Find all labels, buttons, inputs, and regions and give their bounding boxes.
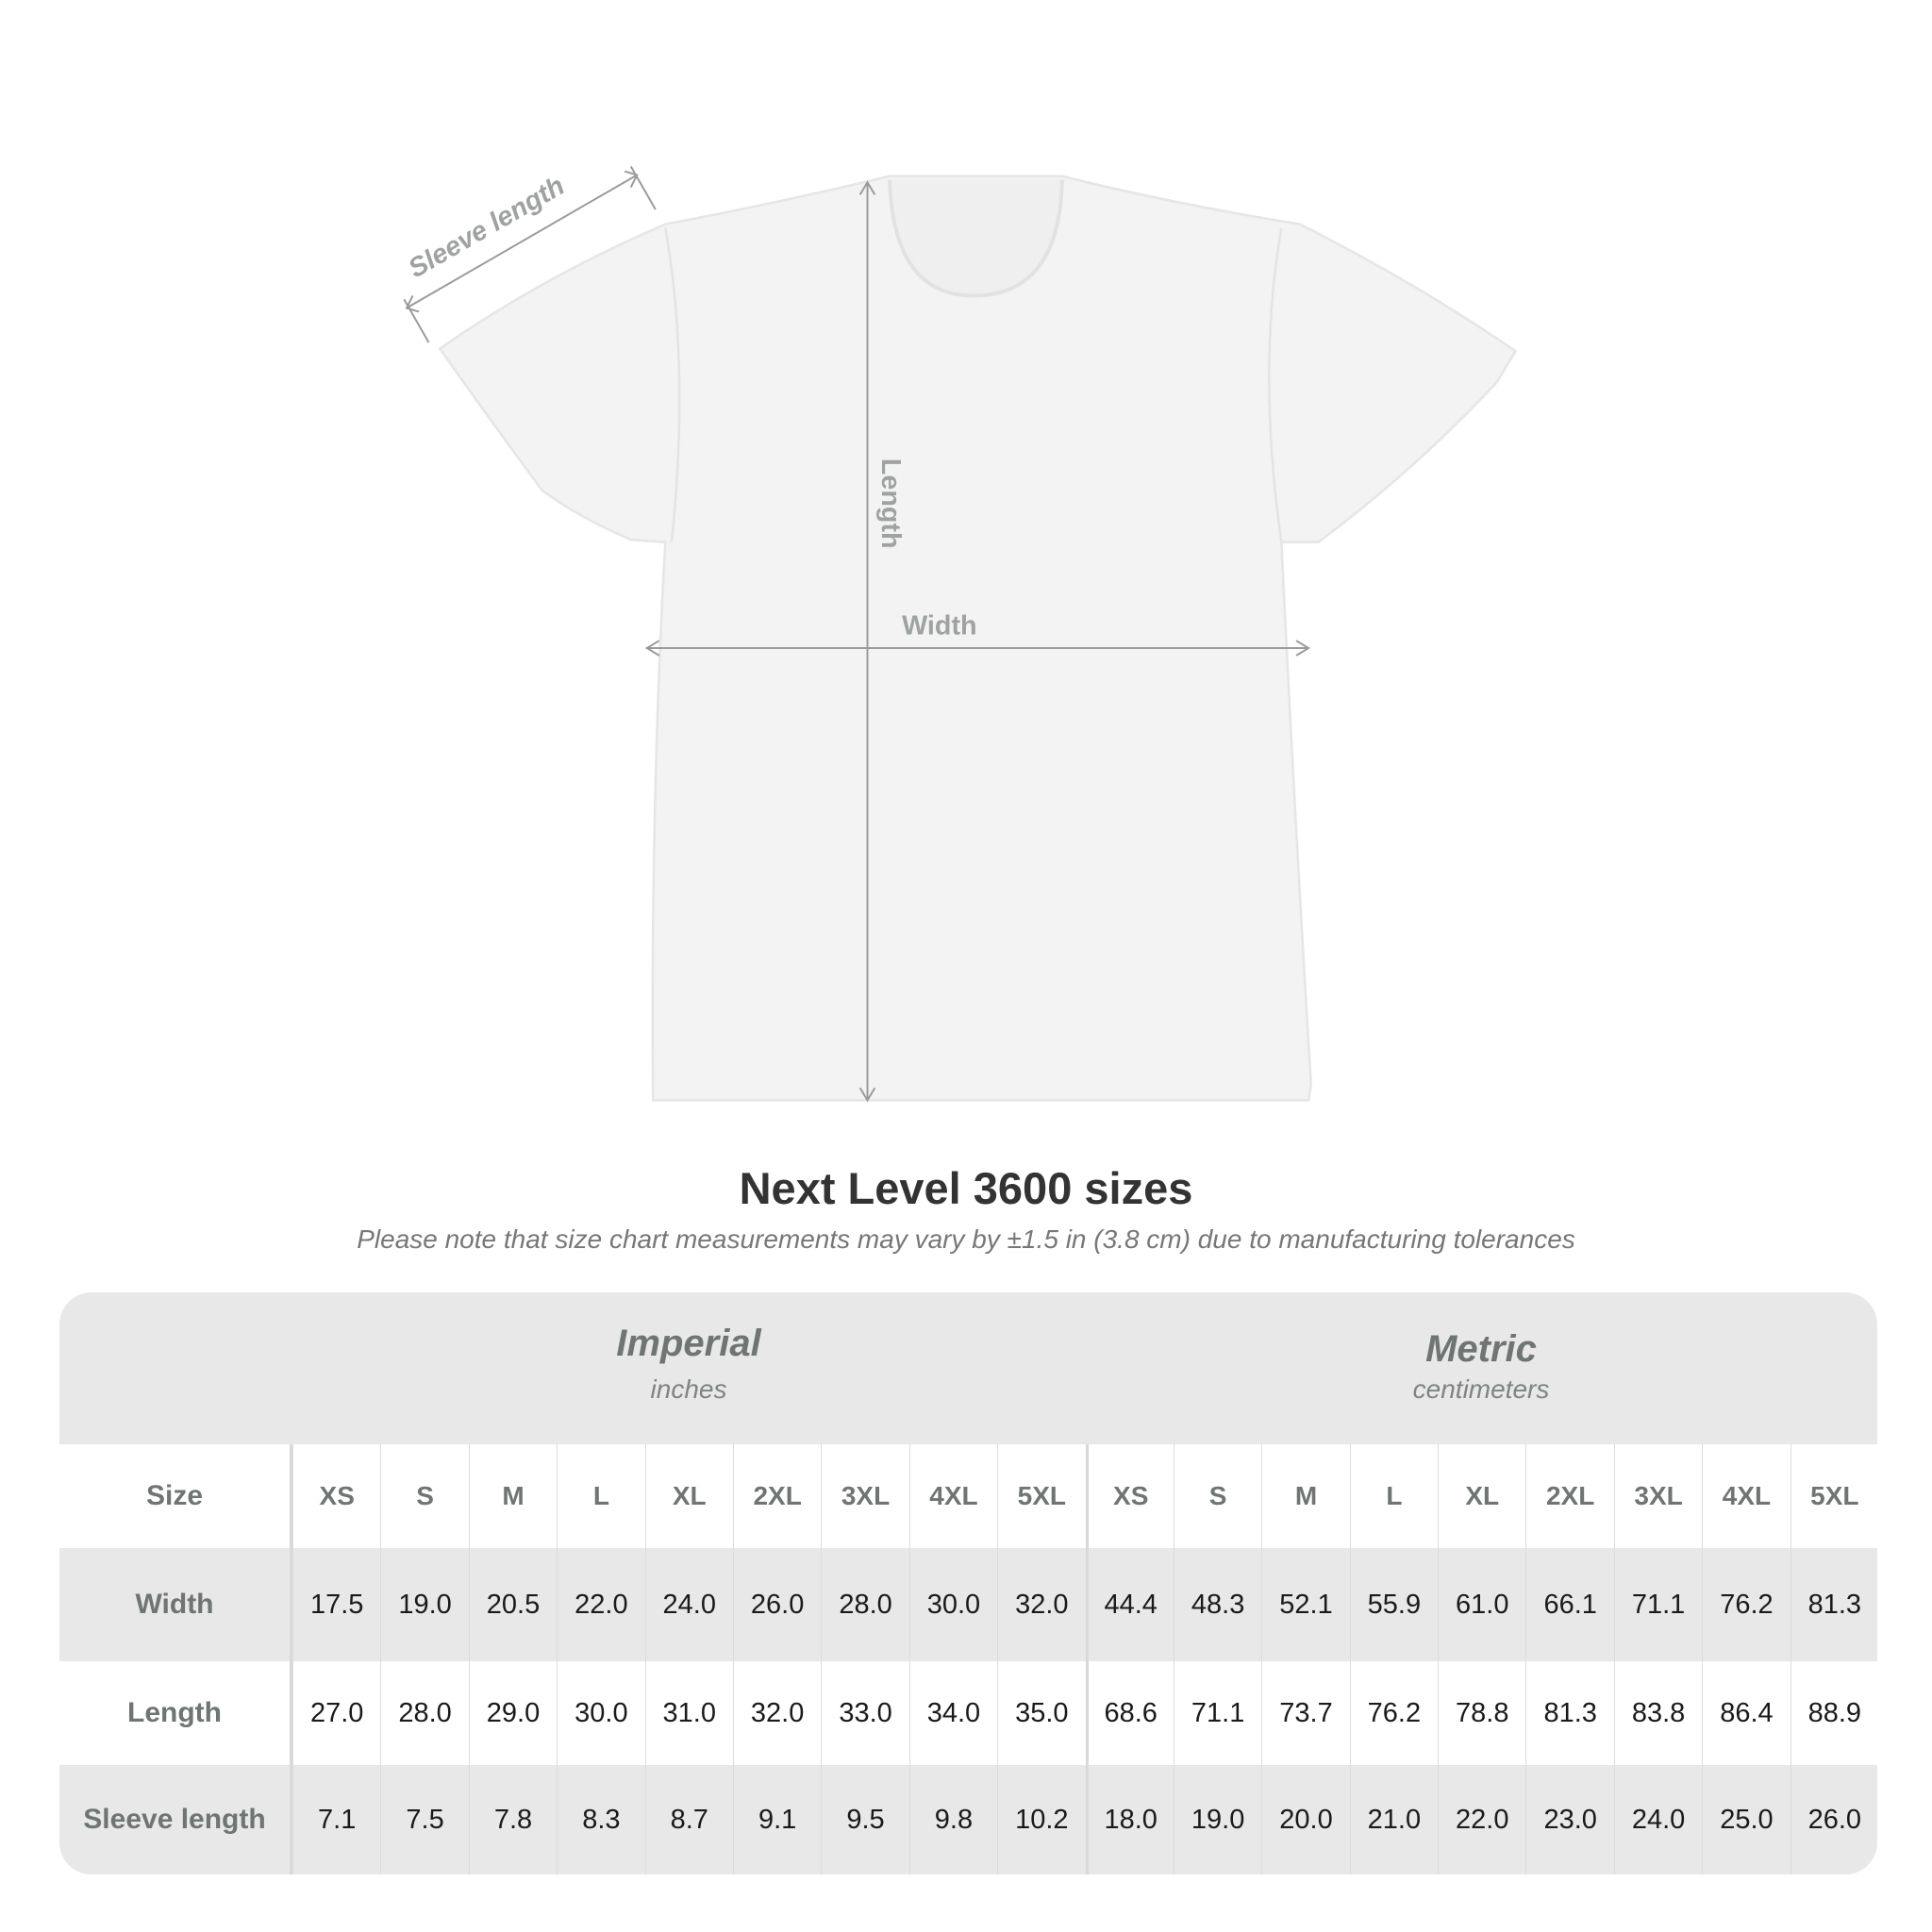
table-cell: 81.3 — [1790, 1548, 1877, 1661]
metric-title: Metric — [1425, 1328, 1537, 1370]
table-cell: 29.0 — [468, 1661, 557, 1765]
table-cell: 83.8 — [1613, 1661, 1702, 1765]
table-cell: 30.0 — [908, 1548, 997, 1661]
table-cell: 17.5 — [292, 1548, 380, 1661]
table-cell: 19.0 — [380, 1548, 468, 1661]
size-column-header: 5XL — [997, 1444, 1085, 1548]
table-cell: 7.8 — [468, 1765, 557, 1874]
table-cell: 76.2 — [1702, 1548, 1790, 1661]
table-cell: 19.0 — [1173, 1765, 1261, 1874]
table-cell: 48.3 — [1173, 1548, 1261, 1661]
table-cell: 78.8 — [1438, 1661, 1525, 1765]
table-cell: 24.0 — [1613, 1765, 1702, 1874]
table-cell: 26.0 — [1790, 1765, 1877, 1874]
size-header-row: Size XS S M L XL 2XL 3XL 4XL 5XL XS S M L XL 2XL 3XL 4XL 5… — [59, 1444, 1877, 1548]
table-cell: 22.0 — [1438, 1765, 1525, 1874]
table-cell: 26.0 — [732, 1548, 821, 1661]
table-cell: 7.5 — [380, 1765, 468, 1874]
table-cell: 28.0 — [821, 1548, 908, 1661]
table-cell: 35.0 — [997, 1661, 1085, 1765]
width-label: Width — [902, 611, 976, 641]
table-cell: 21.0 — [1349, 1765, 1438, 1874]
table-cell: 68.6 — [1085, 1661, 1174, 1765]
imperial-header: Imperial inches — [292, 1292, 1085, 1444]
size-table: Imperial inches Metric centimeters Size X… — [59, 1292, 1877, 1874]
size-column-header: 5XL — [1790, 1444, 1877, 1548]
table-cell: 81.3 — [1525, 1661, 1613, 1765]
row-label: Width — [59, 1548, 292, 1661]
table-cell: 9.1 — [732, 1765, 821, 1874]
table-cell: 9.8 — [908, 1765, 997, 1874]
table-cell: 86.4 — [1702, 1661, 1790, 1765]
size-column-header: 3XL — [1613, 1444, 1702, 1548]
table-row: Sleeve length 7.1 7.5 7.8 8.3 8.7 9.1 9.5 9.8 10.… — [59, 1765, 1877, 1874]
size-column-header: XL — [644, 1444, 733, 1548]
size-column-header: 2XL — [1525, 1444, 1613, 1548]
row-label: Length — [59, 1661, 292, 1765]
length-label: Length — [875, 458, 906, 549]
table-cell: 55.9 — [1349, 1548, 1438, 1661]
table-cell: 10.2 — [997, 1765, 1085, 1874]
table-cell: 20.0 — [1261, 1765, 1349, 1874]
metric-header: Metric centimeters — [1085, 1292, 1877, 1444]
sleeve-length-arrow — [406, 174, 638, 309]
size-column-header: XS — [1085, 1444, 1174, 1548]
table-cell: 66.1 — [1525, 1548, 1613, 1661]
table-cell: 31.0 — [644, 1661, 733, 1765]
table-cell: 27.0 — [292, 1661, 380, 1765]
collar — [888, 179, 1064, 298]
table-cell: 23.0 — [1525, 1765, 1613, 1874]
table-cell: 34.0 — [908, 1661, 997, 1765]
table-cell: 9.5 — [821, 1765, 908, 1874]
size-column-header: M — [468, 1444, 557, 1548]
size-column-header: 4XL — [1702, 1444, 1790, 1548]
size-column-header: 2XL — [732, 1444, 821, 1548]
table-cell: 44.4 — [1085, 1548, 1174, 1661]
table-cell: 7.1 — [292, 1765, 380, 1874]
table-cell: 76.2 — [1349, 1661, 1438, 1765]
table-cell: 20.5 — [468, 1548, 557, 1661]
table-cell: 8.3 — [557, 1765, 644, 1874]
table-cell: 25.0 — [1702, 1765, 1790, 1874]
table-row: Width 17.5 19.0 20.5 22.0 24.0 26.0 28.0 30.0 32.… — [59, 1548, 1877, 1661]
size-column-header: M — [1261, 1444, 1349, 1548]
size-column-header: 4XL — [908, 1444, 997, 1548]
table-cell: 61.0 — [1438, 1548, 1525, 1661]
table-cell: 28.0 — [380, 1661, 468, 1765]
size-column-header: S — [1173, 1444, 1261, 1548]
metric-unit: centimeters — [1412, 1374, 1550, 1404]
table-cell: 71.1 — [1173, 1661, 1261, 1765]
table-cell: 88.9 — [1790, 1661, 1877, 1765]
row-label: Sleeve length — [59, 1765, 292, 1874]
size-column-header: S — [380, 1444, 468, 1548]
imperial-title: Imperial — [616, 1323, 761, 1364]
table-cell: 24.0 — [644, 1548, 733, 1661]
page-title: Next Level 3600 sizes — [739, 1163, 1193, 1213]
table-cell: 52.1 — [1261, 1548, 1349, 1661]
row-label: Size — [59, 1444, 292, 1548]
size-column-header: L — [1349, 1444, 1438, 1548]
table-cell: 33.0 — [821, 1661, 908, 1765]
table-cell: 71.1 — [1613, 1548, 1702, 1661]
tshirt-image — [438, 175, 1518, 1102]
size-column-header: XL — [1438, 1444, 1525, 1548]
table-cell: 30.0 — [557, 1661, 644, 1765]
size-column-header: L — [557, 1444, 644, 1548]
table-cell: 22.0 — [557, 1548, 644, 1661]
tolerance-note: Please note that size chart measurements… — [357, 1224, 1575, 1254]
table-cell: 18.0 — [1085, 1765, 1174, 1874]
table-cell: 32.0 — [997, 1548, 1085, 1661]
size-column-header: 3XL — [821, 1444, 908, 1548]
size-column-header: XS — [292, 1444, 380, 1548]
table-cell: 73.7 — [1261, 1661, 1349, 1765]
table-cell: 8.7 — [644, 1765, 733, 1874]
table-cell: 32.0 — [732, 1661, 821, 1765]
table-row: Length 27.0 28.0 29.0 30.0 31.0 32.0 33.0 34.0 35… — [59, 1661, 1877, 1765]
imperial-unit: inches — [650, 1374, 727, 1404]
